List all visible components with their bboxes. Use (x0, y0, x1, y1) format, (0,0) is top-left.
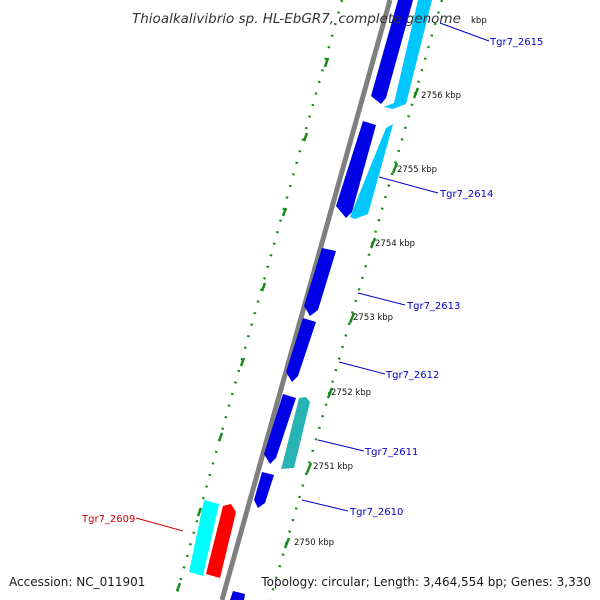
gene-arrow[interactable] (230, 591, 245, 600)
gene-arrow-highlight[interactable] (206, 504, 236, 578)
scale-label: 2751 kbp (313, 462, 353, 472)
scale-label: kbp (471, 16, 487, 26)
forward-strand-genes (350, 0, 432, 219)
major-tick (302, 132, 309, 142)
inner-tick-dots (268, 0, 444, 600)
major-tick (391, 162, 399, 174)
gene-arrow[interactable] (264, 394, 296, 464)
teal-genes (281, 397, 310, 469)
scale-label: 2750 kbp (294, 538, 334, 548)
map-title: Thioalkalivibrio sp. HL-EbGR7, complete … (132, 11, 461, 27)
gene-arrow[interactable] (336, 121, 376, 218)
leader-line (135, 517, 184, 532)
major-tick (348, 312, 356, 324)
major-tick (305, 462, 313, 474)
scale-labels: kbp 2756 kbp 2755 kbp 2754 kbp 2753 kbp … (294, 16, 487, 548)
major-tick (260, 282, 267, 292)
gene-label[interactable]: Tgr7_2610 (349, 507, 403, 518)
major-tick (369, 237, 377, 249)
gene-label[interactable]: Tgr7_2614 (439, 189, 493, 200)
gene-arrow[interactable] (350, 124, 393, 219)
major-tick (239, 357, 246, 367)
scale-label: 2754 kbp (375, 239, 415, 249)
major-tick (412, 87, 420, 99)
outer-major-ticks (175, 57, 330, 592)
major-tick (326, 387, 334, 399)
inner-tick-ring (268, 0, 444, 600)
cyan-genes (189, 500, 219, 576)
gene-arrow[interactable] (281, 397, 310, 469)
gene-leader-lines (135, 22, 490, 532)
scale-label: 2752 kbp (331, 388, 371, 398)
major-tick (217, 432, 224, 442)
major-tick (175, 582, 182, 592)
leader-line (439, 22, 490, 42)
gene-arrow[interactable] (304, 248, 336, 316)
gene-label[interactable]: Tgr7_2611 (364, 447, 418, 458)
leader-line (378, 176, 439, 194)
major-tick (323, 57, 330, 68)
gene-labels: Tgr7_2615 Tgr7_2614 Tgr7_2613 Tgr7_2612 … (81, 37, 543, 525)
leader-line (338, 361, 386, 375)
accession-label: Accession: NC_011901 (9, 575, 145, 589)
scale-label: 2756 kbp (421, 91, 461, 101)
gene-arrow[interactable] (371, 0, 413, 104)
leader-line (317, 439, 365, 452)
leader-line (301, 499, 349, 512)
gene-arrow[interactable] (384, 0, 432, 109)
gene-arrow[interactable] (254, 472, 274, 508)
major-tick (196, 507, 203, 517)
gene-label-highlight[interactable]: Tgr7_2609 (81, 514, 135, 525)
gene-label[interactable]: Tgr7_2613 (406, 301, 460, 312)
gene-arrow[interactable] (286, 318, 316, 382)
highlighted-genes (206, 504, 236, 578)
major-tick (281, 207, 288, 217)
gene-arrow[interactable] (189, 500, 219, 576)
gene-label[interactable]: Tgr7_2612 (385, 370, 439, 381)
genome-summary-label: Topology: circular; Length: 3,464,554 bp… (260, 575, 591, 589)
leader-line (357, 292, 406, 306)
gene-label[interactable]: Tgr7_2615 (489, 37, 543, 48)
reverse-strand-genes (230, 0, 413, 600)
major-tick (283, 537, 291, 549)
inner-major-ticks (283, 87, 420, 549)
scale-label: 2753 kbp (353, 313, 393, 323)
scale-label: 2755 kbp (397, 165, 437, 175)
